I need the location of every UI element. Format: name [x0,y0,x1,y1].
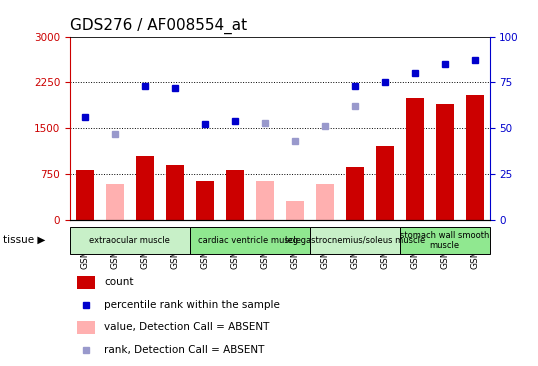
Bar [436,104,454,220]
Bar [406,98,423,220]
Bar [136,156,154,220]
Bar [77,276,95,289]
Text: percentile rank within the sample: percentile rank within the sample [104,299,280,310]
Text: extraocular muscle: extraocular muscle [89,236,171,245]
Bar [310,227,400,254]
Bar [400,227,490,254]
Text: rank, Detection Call = ABSENT: rank, Detection Call = ABSENT [104,345,265,355]
Text: cardiac ventricle muscle: cardiac ventricle muscle [199,236,301,245]
Text: value, Detection Call = ABSENT: value, Detection Call = ABSENT [104,322,270,332]
Bar [106,184,124,220]
Text: tissue ▶: tissue ▶ [3,235,45,245]
Bar [70,227,190,254]
Bar [376,146,394,220]
Bar [196,181,214,220]
Bar [316,184,334,220]
Text: leg gastrocnemius/soleus muscle: leg gastrocnemius/soleus muscle [285,236,425,245]
Text: GDS276 / AF008554_at: GDS276 / AF008554_at [70,18,247,34]
Bar [346,167,364,220]
Bar [256,180,274,220]
Bar [286,201,304,220]
Bar [465,94,484,220]
Bar [190,227,310,254]
Bar [166,165,184,220]
Bar [76,169,94,220]
Bar [226,169,244,220]
Text: count: count [104,277,133,287]
Bar [77,321,95,334]
Text: stomach wall smooth
muscle: stomach wall smooth muscle [400,231,489,250]
